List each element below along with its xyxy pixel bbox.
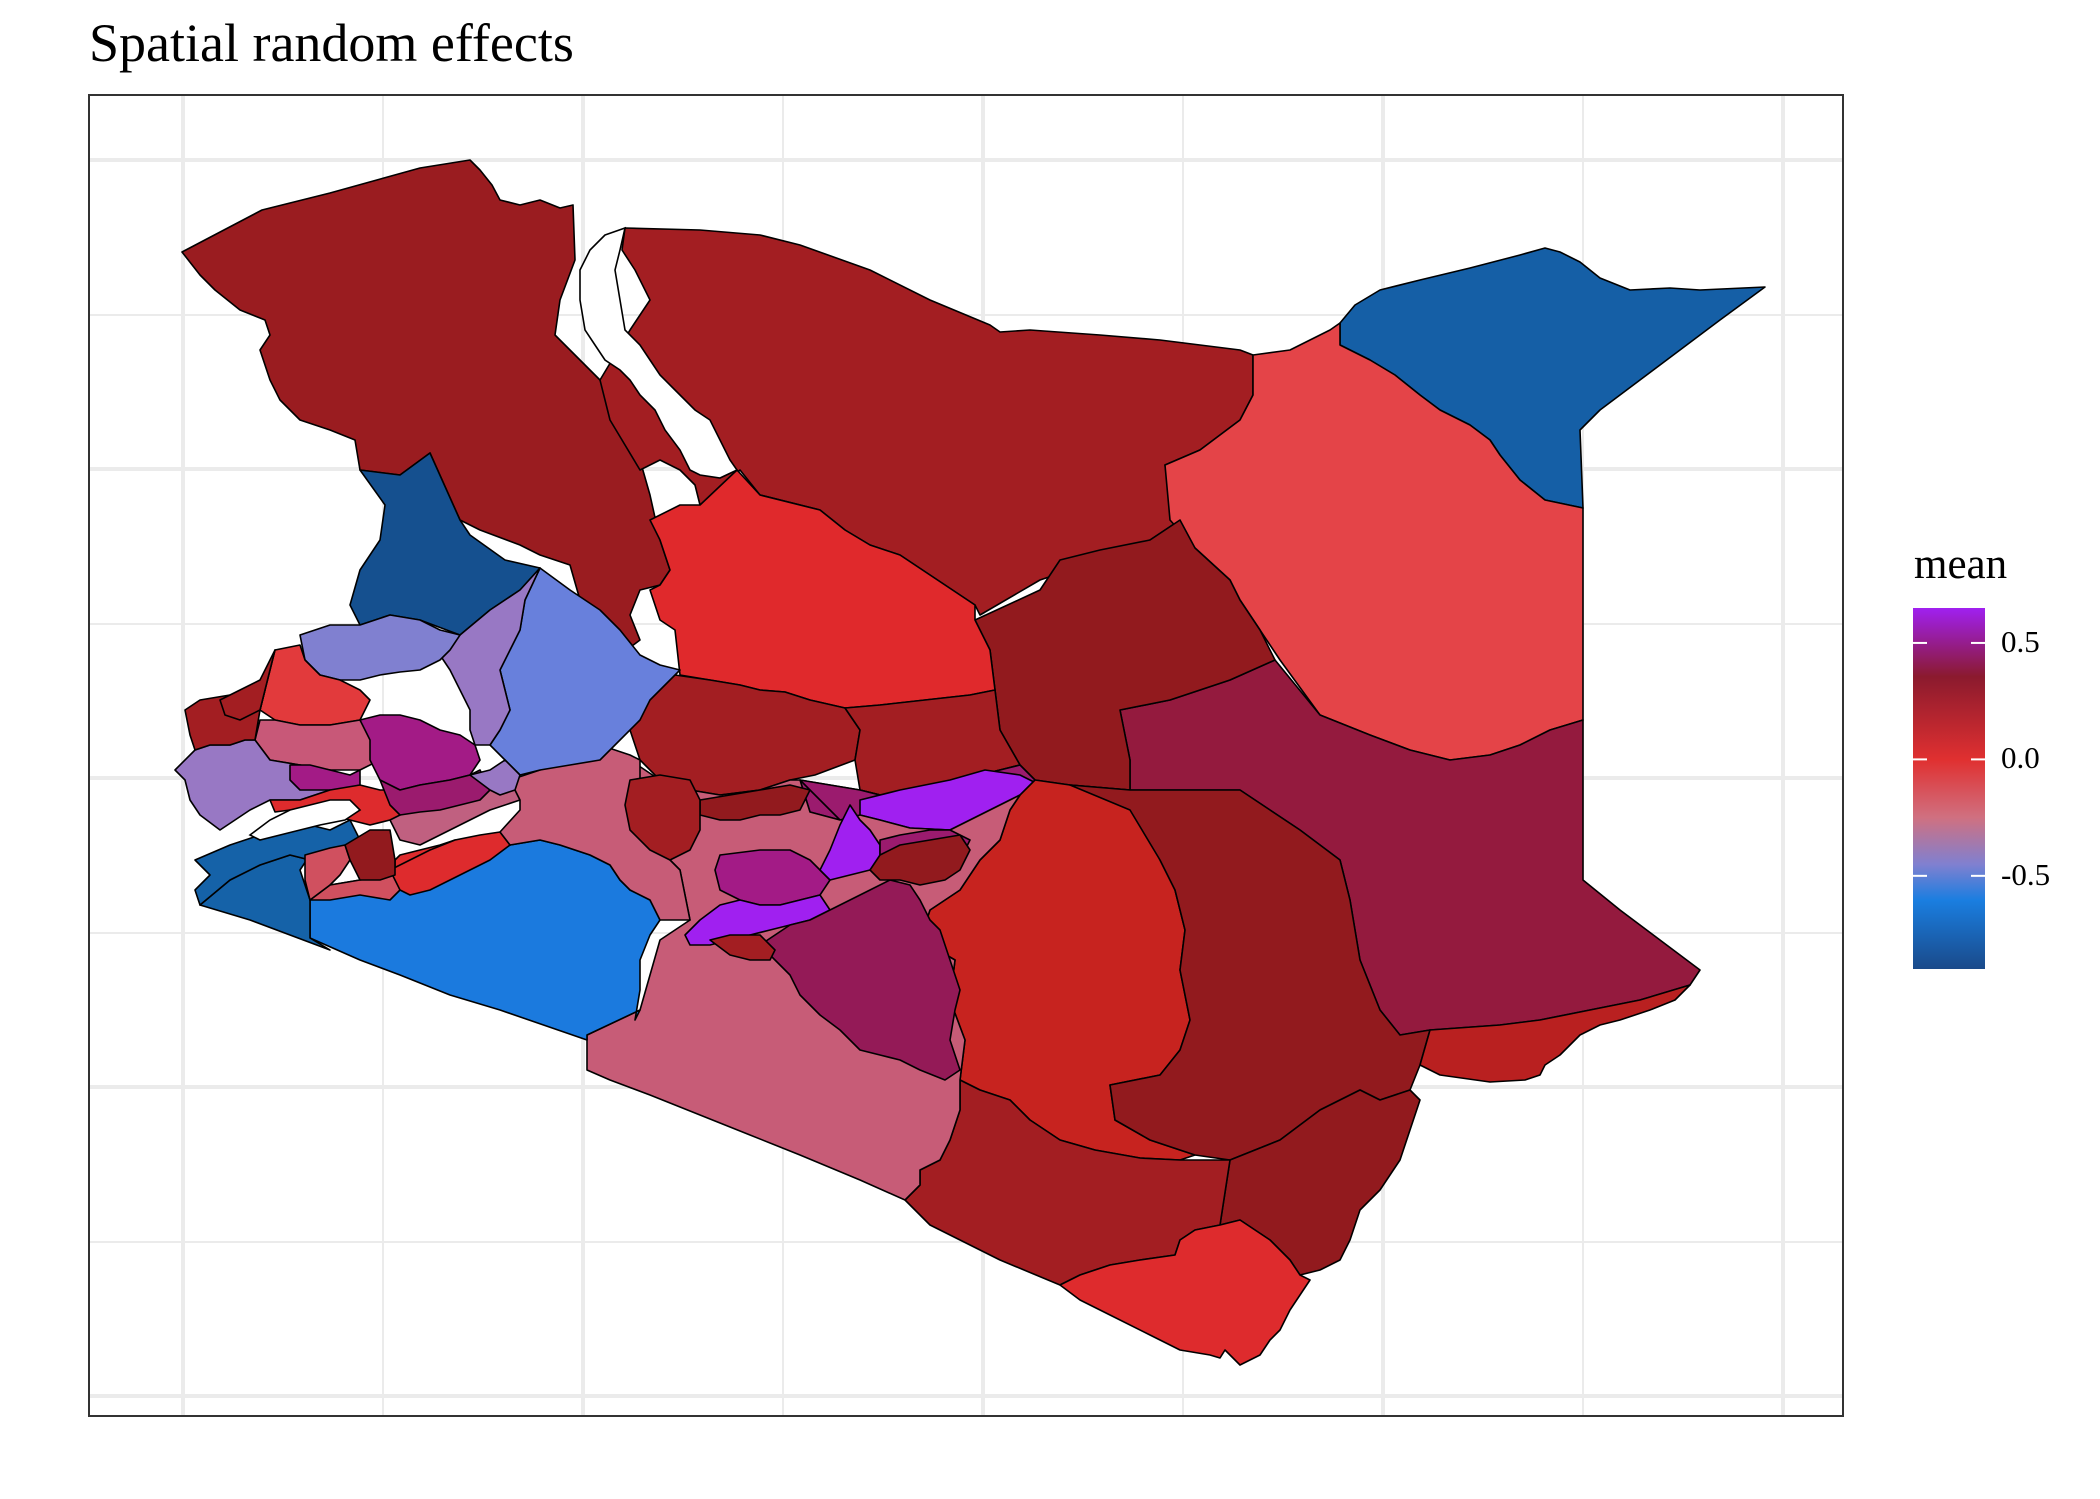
counties	[175, 160, 1765, 1365]
legend-colorbar	[1913, 608, 1985, 969]
legend-tick-label: -0.5	[2001, 857, 2050, 893]
legend-tick-label: 0.0	[2001, 740, 2040, 776]
legend-tick-label: 0.5	[2001, 624, 2040, 660]
legend-title: mean	[1914, 540, 2007, 589]
